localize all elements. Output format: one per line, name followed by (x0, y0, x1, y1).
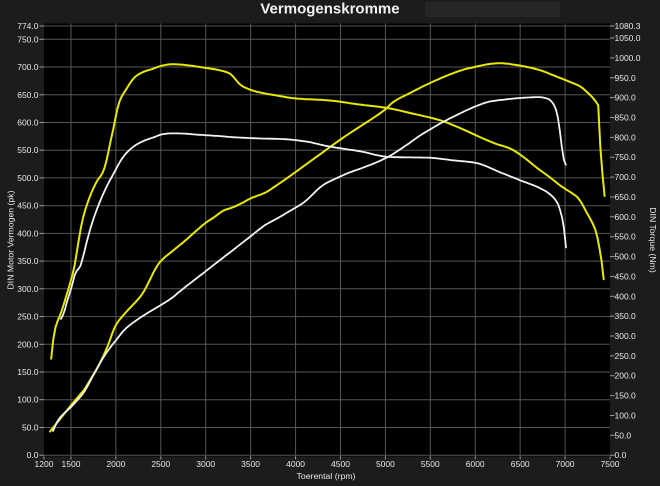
svg-text:7500: 7500 (601, 459, 620, 469)
svg-text:150.0: 150.0 (615, 391, 637, 401)
svg-text:1080.3: 1080.3 (615, 21, 641, 31)
svg-text:750.0: 750.0 (17, 34, 39, 44)
svg-text:550.0: 550.0 (615, 232, 637, 242)
svg-text:450.0: 450.0 (17, 201, 39, 211)
svg-text:250.0: 250.0 (17, 312, 39, 322)
svg-text:200.0: 200.0 (615, 371, 637, 381)
svg-text:0.0: 0.0 (615, 450, 627, 460)
svg-text:1200: 1200 (35, 459, 54, 469)
svg-text:750.0: 750.0 (615, 152, 637, 162)
svg-text:600.0: 600.0 (17, 118, 39, 128)
svg-text:300.0: 300.0 (615, 331, 637, 341)
svg-text:500.0: 500.0 (17, 173, 39, 183)
svg-text:50.0: 50.0 (615, 430, 632, 440)
svg-text:100.0: 100.0 (615, 411, 637, 421)
svg-text:650.0: 650.0 (17, 90, 39, 100)
svg-text:350.0: 350.0 (615, 311, 637, 321)
svg-text:4000: 4000 (286, 459, 305, 469)
svg-text:950.0: 950.0 (615, 73, 637, 83)
svg-text:1000.0: 1000.0 (615, 53, 641, 63)
svg-text:650.0: 650.0 (615, 192, 637, 202)
svg-text:50.0: 50.0 (22, 423, 39, 433)
svg-text:3500: 3500 (241, 459, 260, 469)
svg-text:4500: 4500 (331, 459, 350, 469)
svg-text:400.0: 400.0 (17, 228, 39, 238)
svg-text:Vermogenskromme: Vermogenskromme (260, 1, 399, 18)
svg-text:100.0: 100.0 (17, 395, 39, 405)
svg-text:6000: 6000 (466, 459, 485, 469)
svg-text:600.0: 600.0 (615, 212, 637, 222)
svg-text:150.0: 150.0 (17, 367, 39, 377)
svg-text:DIN Torque (Nm): DIN Torque (Nm) (648, 207, 658, 273)
svg-text:5000: 5000 (376, 459, 395, 469)
svg-text:6500: 6500 (511, 459, 530, 469)
svg-text:DIN Motor Vermogen (pk): DIN Motor Vermogen (pk) (6, 190, 16, 289)
svg-text:700.0: 700.0 (615, 172, 637, 182)
svg-text:850.0: 850.0 (615, 113, 637, 123)
svg-text:800.0: 800.0 (615, 132, 637, 142)
svg-text:0.0: 0.0 (27, 450, 39, 460)
svg-text:5500: 5500 (421, 459, 440, 469)
svg-text:7000: 7000 (556, 459, 575, 469)
svg-text:700.0: 700.0 (17, 62, 39, 72)
svg-text:400.0: 400.0 (615, 291, 637, 301)
svg-text:2500: 2500 (151, 459, 170, 469)
svg-text:1500: 1500 (62, 459, 81, 469)
svg-text:Toerental (rpm): Toerental (rpm) (297, 471, 356, 481)
svg-text:550.0: 550.0 (17, 145, 39, 155)
svg-text:1050.0: 1050.0 (615, 33, 641, 43)
svg-text:450.0: 450.0 (615, 271, 637, 281)
svg-text:250.0: 250.0 (615, 351, 637, 361)
svg-text:3000: 3000 (196, 459, 215, 469)
svg-text:774.0: 774.0 (17, 21, 39, 31)
svg-text:900.0: 900.0 (615, 93, 637, 103)
svg-text:300.0: 300.0 (17, 284, 39, 294)
svg-text:200.0: 200.0 (17, 339, 39, 349)
svg-text:2000: 2000 (106, 459, 125, 469)
svg-text:500.0: 500.0 (615, 252, 637, 262)
svg-text:350.0: 350.0 (17, 256, 39, 266)
